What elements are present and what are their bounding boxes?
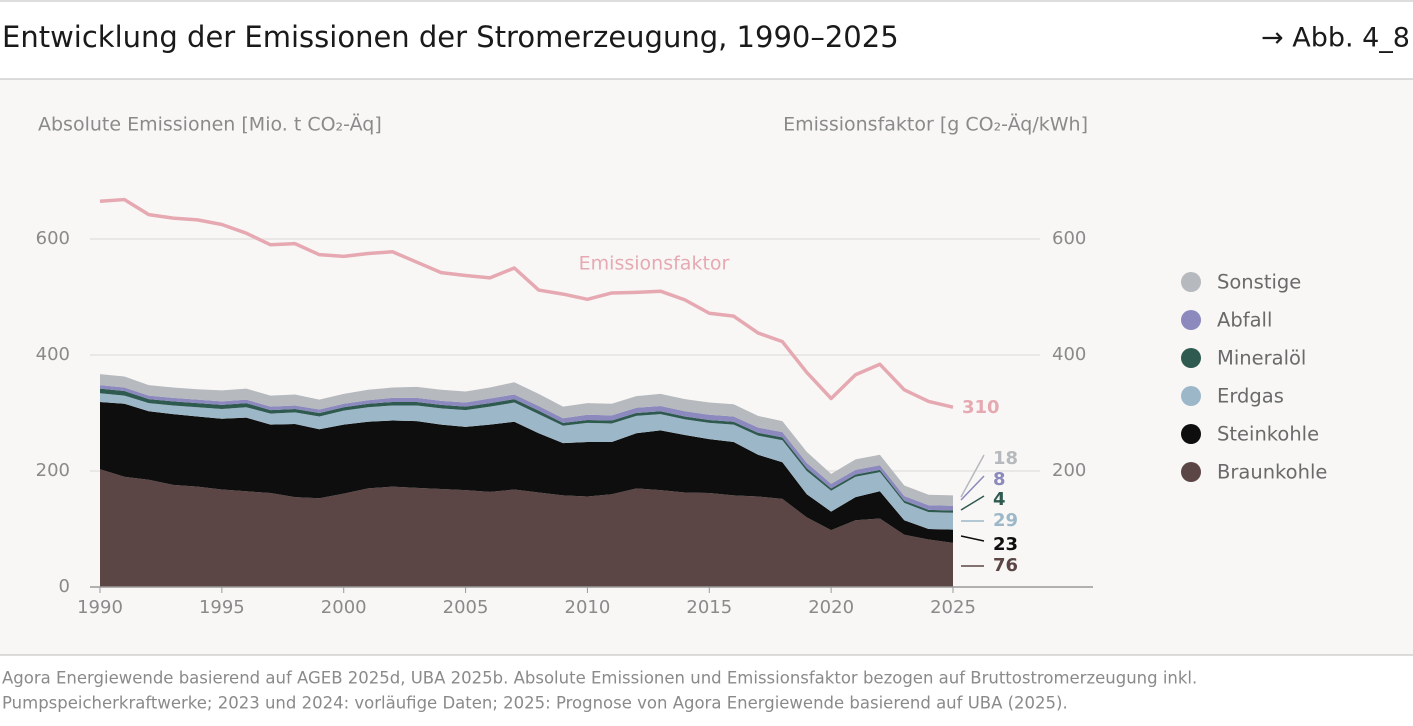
legend-label: Abfall [1217,309,1272,332]
data-label: 310 [962,397,1000,418]
legend-marker [1181,424,1201,444]
y2-tick-label: 400 [1052,344,1086,365]
data-label: 29 [993,510,1018,531]
legend-marker [1181,310,1201,330]
x-tick-label: 2025 [930,597,976,618]
x-tick-label: 2020 [808,597,854,618]
data-label: 4 [993,489,1006,510]
area [100,393,953,530]
x-tick-label: 1990 [77,597,123,618]
plot: 0 200 400 600 200 400 600 1990 1995 2000 2005 2010 2… [36,197,1327,618]
leader-line [960,454,985,498]
legend-marker [1181,462,1201,482]
legend-label: Erdgas [1217,385,1284,408]
x-tick-label: 2010 [565,597,611,618]
x-tick-label: 2000 [321,597,367,618]
y-tick-label: 400 [36,344,70,365]
legend-label: Braunkohle [1217,461,1327,484]
x-tick-label: 1995 [199,597,245,618]
y2-tick-label: 600 [1052,228,1086,249]
leader-line [960,475,985,501]
legend-marker [1181,272,1201,292]
x-tick-label: 2015 [686,597,732,618]
footer-note: Pumpspeicherkraftwerke; 2023 und 2024: v… [2,694,1068,713]
area [100,374,953,506]
x-tick-label: 2005 [443,597,489,618]
y2-tick-label: 200 [1052,460,1086,481]
figure-reference: → Abb. 4_8 [1261,23,1410,54]
legend-label: Mineralöl [1217,347,1306,370]
legend-label: Sonstige [1217,271,1301,294]
y-axis-title: Absolute Emissionen [Mio. t CO₂-Äq] [38,113,382,136]
legend-label: Steinkohle [1217,423,1319,446]
title: Entwicklung der Emissionen der Stromerze… [2,20,899,54]
legend-marker [1181,386,1201,406]
footer-note: Agora Energiewende basierend auf AGEB 20… [2,669,1197,688]
y-tick-label: 200 [36,460,70,481]
line [99,197,954,409]
data-label: 18 [993,448,1018,469]
y-tick-label: 600 [36,228,70,249]
leader-line [960,495,985,511]
data-label: 8 [993,469,1006,490]
y-tick-label: 0 [59,576,70,597]
line-annotation: Emissionsfaktor [579,253,730,275]
data-label: 23 [993,534,1018,555]
legend-marker [1181,348,1201,368]
leader-line [960,535,985,542]
data-label: 76 [993,555,1018,576]
area [100,469,953,587]
area [100,401,953,543]
y2-axis-title: Emissionsfaktor [g CO₂-Äq/kWh] [783,113,1088,136]
